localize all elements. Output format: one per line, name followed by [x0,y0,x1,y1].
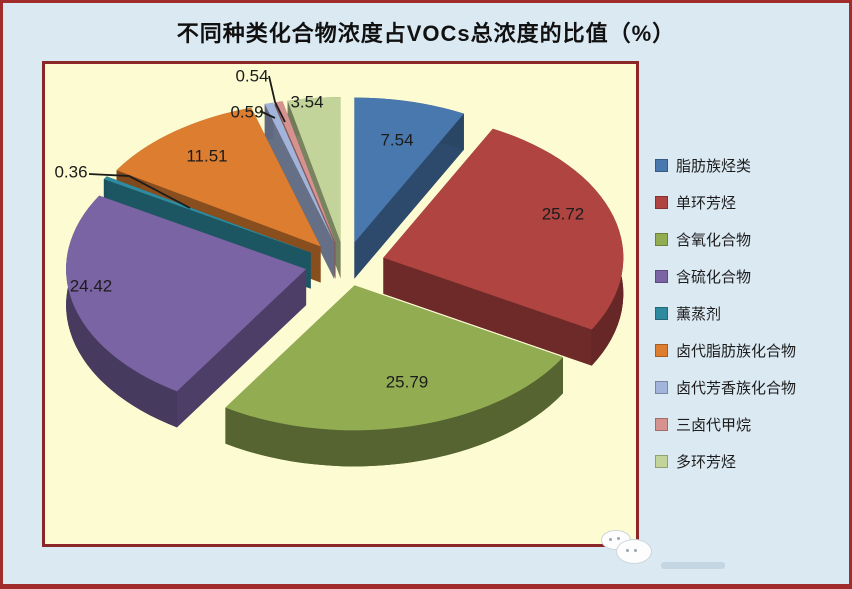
pie-slice-1 [383,128,624,366]
slice-value-label: 0.59 [230,103,263,122]
slice-value-label: 3.54 [290,93,323,112]
legend-item-8: 多环芳烃 [655,451,849,471]
legend: 脂肪族烃类单环芳烃含氧化合物含硫化合物薰蒸剂卤代脂肪族化合物 卤代芳香族化合物 三卤… [655,155,849,488]
slice-value-label: 0.54 [235,67,268,86]
legend-swatch-icon [655,306,668,320]
legend-item-4: 薰蒸剂 [655,303,849,323]
label-leader-line [88,173,191,209]
legend-label: 多环芳烃 [676,453,737,471]
legend-item-1: 单环芳烃 [655,192,849,212]
legend-swatch-icon [655,343,668,357]
legend-swatch-icon [655,417,668,431]
legend-item-3: 含硫化合物 [655,266,849,286]
legend-label: 卤代脂肪族化合物 [676,342,797,360]
legend-swatch-icon [655,158,668,172]
slice-value-label: 7.54 [380,131,413,150]
legend-swatch-icon [655,195,668,209]
legend-label: 三卤代甲烷 [676,416,752,434]
slice-value-label: 0.36 [54,163,87,182]
watermark-smudge [661,562,725,569]
label-leader-line [259,110,276,119]
slice-value-label: 24.42 [70,277,113,296]
legend-swatch-icon [655,269,668,283]
plot-area: 7.54 25.72 25.79 24.42 0.36 11.51 0.59 0.54 3.54 [42,61,639,547]
legend-label: 卤代芳香族化合物 [676,379,797,397]
pie-chart-svg: 7.54 25.72 25.79 24.42 0.36 11.51 0.59 0.54 3.54 [54,67,624,467]
legend-swatch-icon [655,380,668,394]
pie-slice-2 [225,285,564,467]
legend-label: 单环芳烃 [676,194,737,212]
legend-item-6: 卤代芳香族化合物 [655,377,849,397]
legend-item-5: 卤代脂肪族化合物 [655,340,849,360]
legend-item-2: 含氧化合物 [655,229,849,249]
legend-item-0: 脂肪族烃类 [655,155,849,175]
slice-value-label: 25.72 [542,205,585,224]
cloud-icon [616,539,652,564]
pie-slice-3 [66,195,307,428]
legend-swatch-icon [655,454,668,468]
legend-label: 含氧化合物 [676,231,752,249]
legend-swatch-icon [655,232,668,246]
legend-label: 薰蒸剂 [676,305,722,323]
pie-slice-0 [354,97,464,279]
legend-item-7: 三卤代甲烷 [655,414,849,434]
slice-value-label: 11.51 [186,147,227,166]
legend-label: 含硫化合物 [676,268,752,286]
slice-value-label: 25.79 [386,373,429,392]
label-leader-line [268,75,286,123]
legend-label: 脂肪族烃类 [676,157,752,175]
watermark-sticker [599,528,655,566]
chart-title: 不同种类化合物浓度占VOCs总浓度的比值（%） [176,21,676,46]
